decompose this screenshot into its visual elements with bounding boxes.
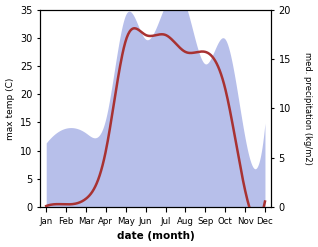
X-axis label: date (month): date (month)	[117, 231, 195, 242]
Y-axis label: max temp (C): max temp (C)	[5, 77, 15, 140]
Y-axis label: med. precipitation (kg/m2): med. precipitation (kg/m2)	[303, 52, 313, 165]
